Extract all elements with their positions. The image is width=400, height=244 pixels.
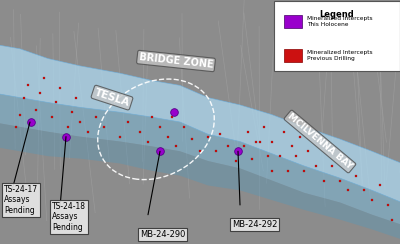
FancyBboxPatch shape <box>284 15 302 28</box>
Text: Legend: Legend <box>320 10 354 19</box>
Text: Mineralized Intercepts
Previous Drilling: Mineralized Intercepts Previous Drilling <box>307 50 373 61</box>
FancyBboxPatch shape <box>284 49 302 62</box>
Text: BRIDGE ZONE: BRIDGE ZONE <box>138 52 214 70</box>
Text: TS-24-17
Assays
Pending: TS-24-17 Assays Pending <box>4 185 38 215</box>
Text: TESLA: TESLA <box>93 87 131 108</box>
Text: MCILVENNA BAY: MCILVENNA BAY <box>286 112 354 171</box>
FancyBboxPatch shape <box>274 1 400 71</box>
Polygon shape <box>0 122 400 242</box>
Text: MB-24-290: MB-24-290 <box>140 230 185 239</box>
Text: Mineralized Intercepts
This Holocene: Mineralized Intercepts This Holocene <box>307 16 373 27</box>
Polygon shape <box>0 44 400 205</box>
Polygon shape <box>0 93 400 227</box>
Text: TS-24-18
Assays
Pending: TS-24-18 Assays Pending <box>52 202 86 232</box>
Text: MB-24-292: MB-24-292 <box>232 220 277 229</box>
